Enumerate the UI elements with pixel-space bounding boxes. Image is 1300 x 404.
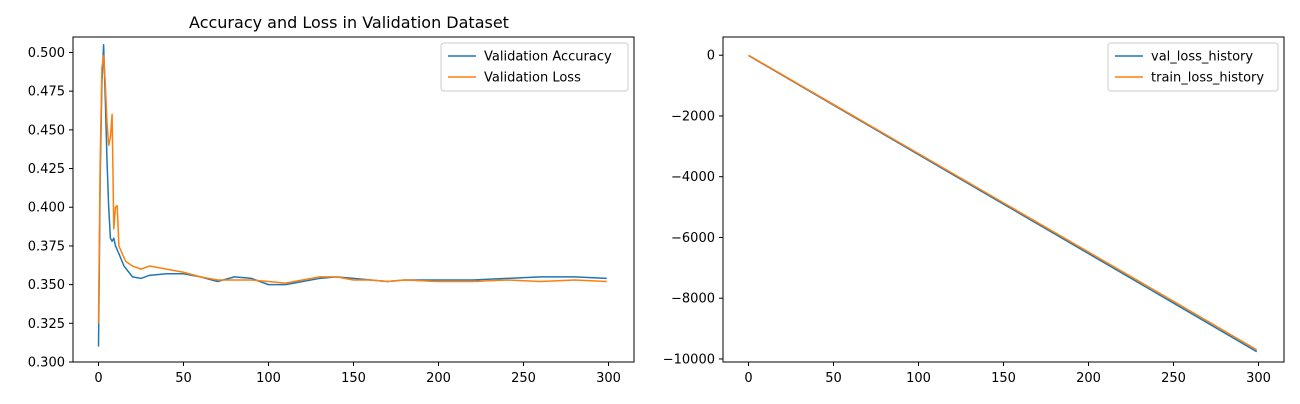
x-tick-label: 150: [991, 371, 1016, 386]
y-tick-label: 0.350: [28, 278, 65, 293]
y-tick-label: 0.375: [28, 239, 65, 254]
x-tick-label: 50: [825, 371, 842, 386]
y-tick-label: −8000: [671, 292, 715, 307]
x-tick-label: 150: [341, 371, 366, 386]
y-tick-label: 0.300: [28, 356, 65, 371]
x-tick-label: 250: [1161, 371, 1186, 386]
y-tick-label: 0: [707, 49, 715, 64]
y-tick-label: −4000: [671, 170, 715, 185]
y-tick-label: 0.400: [28, 201, 65, 216]
y-tick-label: −2000: [671, 109, 715, 124]
chart-panel-right: 0 50 100 150 200 250 300 0 −2000 −4000 −6000 −8000 −…: [663, 36, 1285, 386]
y-tick-label: −10000: [663, 352, 715, 367]
legend-label: Validation Accuracy: [484, 50, 612, 65]
chart-panel-left: Accuracy and Loss in Validation Dataset …: [28, 13, 635, 386]
legend-box: [1107, 42, 1279, 92]
x-tick-label: 250: [511, 371, 536, 386]
x-tick-label: 50: [175, 371, 192, 386]
legend: val_loss_history train_loss_history: [1107, 42, 1279, 92]
series-line-second: [97, 54, 607, 324]
x-tick-label: 200: [1076, 371, 1101, 386]
x-tick-label: 200: [426, 371, 451, 386]
series-line-second: [748, 54, 1258, 351]
y-tick-label: 0.475: [28, 85, 65, 100]
legend-label: Validation Loss: [484, 71, 581, 86]
x-tick-label: 100: [906, 371, 931, 386]
y-tick-label: 0.500: [28, 46, 65, 61]
legend-label: train_loss_history: [1151, 71, 1264, 86]
y-tick-label: −6000: [671, 231, 715, 246]
y-tick-label: 0.450: [28, 123, 65, 138]
y-tick-label: 0.325: [28, 317, 65, 332]
legend-box: [440, 42, 629, 92]
x-tick-label: 0: [744, 371, 752, 386]
chart-title: Accuracy and Loss in Validation Dataset: [189, 13, 509, 32]
x-tick-label: 0: [94, 371, 102, 386]
legend-label: val_loss_history: [1151, 50, 1253, 65]
legend: Validation Accuracy Validation Loss: [440, 42, 629, 92]
y-tick-label: 0.425: [28, 162, 65, 177]
x-tick-label: 100: [256, 371, 281, 386]
x-tick-label: 300: [1246, 371, 1271, 386]
x-tick-label: 300: [596, 371, 621, 386]
